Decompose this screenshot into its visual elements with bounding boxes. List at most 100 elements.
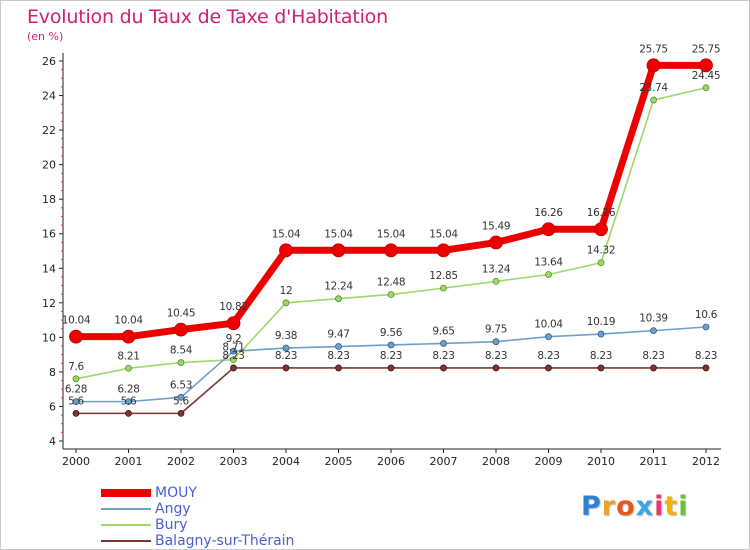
logo-letter: i bbox=[678, 491, 689, 522]
series-labels-3: 5.6 5.6 5.6 8.23 8.23 8.23 8.23 8.23 8.23 8.23 8.2… bbox=[68, 350, 717, 407]
data-label: 7.6 bbox=[68, 361, 84, 373]
data-point bbox=[440, 284, 447, 292]
data-label: 8.23 bbox=[695, 350, 717, 362]
data-label: 8.23 bbox=[432, 350, 454, 362]
data-point bbox=[72, 409, 80, 417]
data-point bbox=[440, 364, 447, 372]
data-point bbox=[492, 364, 500, 372]
x-tick-label: 2004 bbox=[272, 455, 300, 468]
x-tick-label: 2010 bbox=[587, 455, 615, 468]
data-point bbox=[331, 243, 346, 258]
legend-label: MOUY bbox=[155, 485, 197, 501]
logo-letter: x bbox=[635, 491, 655, 522]
data-point bbox=[335, 343, 342, 350]
data-label: 10.39 bbox=[639, 313, 668, 325]
logo-letter: P bbox=[581, 491, 602, 522]
data-label: 8.23 bbox=[275, 350, 297, 362]
data-point bbox=[699, 58, 713, 73]
y-tick-label: 4 bbox=[49, 435, 56, 448]
data-label: 9.47 bbox=[327, 329, 349, 341]
data-label: 12.24 bbox=[324, 281, 353, 293]
data-point bbox=[282, 344, 290, 352]
data-point bbox=[646, 58, 661, 73]
y-tick-label: 8 bbox=[49, 366, 56, 379]
data-label: 9.38 bbox=[275, 330, 297, 342]
data-point bbox=[177, 359, 185, 366]
y-tick-label: 6 bbox=[49, 400, 56, 413]
y-tick-label: 24 bbox=[42, 90, 56, 103]
data-label: 8.54 bbox=[170, 345, 193, 357]
legend-item: Angy bbox=[101, 501, 331, 517]
logo-letter: i bbox=[654, 491, 665, 522]
data-point bbox=[650, 96, 657, 104]
data-label: 5.6 bbox=[173, 395, 189, 407]
chart-title: Evolution du Taux de Taxe d'Habitation bbox=[27, 6, 388, 28]
data-point bbox=[279, 243, 293, 258]
data-point bbox=[177, 409, 185, 417]
x-tick-label: 2011 bbox=[640, 455, 668, 468]
data-label: 9.56 bbox=[380, 327, 403, 339]
data-point bbox=[125, 409, 132, 417]
data-point bbox=[121, 329, 136, 344]
data-point bbox=[436, 243, 451, 258]
data-label: 8.23 bbox=[485, 350, 507, 362]
x-tick-label: 2005 bbox=[325, 455, 353, 468]
legend-label: Bury bbox=[155, 517, 188, 533]
data-point bbox=[335, 364, 342, 372]
x-tick-label: 2008 bbox=[482, 455, 510, 468]
x-tick-label: 2002 bbox=[167, 455, 195, 468]
logo-letter: o bbox=[616, 491, 636, 522]
y-tick-label: 26 bbox=[42, 55, 56, 68]
data-label: 15.49 bbox=[482, 221, 511, 233]
legend-swatch bbox=[101, 508, 151, 510]
data-point bbox=[387, 364, 395, 372]
data-point bbox=[594, 222, 608, 237]
logo-letter: r bbox=[601, 491, 617, 522]
data-label: 10.04 bbox=[114, 315, 143, 327]
data-point bbox=[125, 398, 132, 406]
data-label: 16.26 bbox=[587, 207, 616, 219]
data-label: 15.04 bbox=[324, 228, 353, 240]
data-label: 6.53 bbox=[170, 379, 192, 391]
data-label: 13.24 bbox=[482, 263, 511, 275]
data-point bbox=[597, 330, 605, 338]
series-0 bbox=[69, 58, 713, 344]
data-point bbox=[226, 316, 241, 331]
data-point bbox=[125, 364, 132, 372]
data-point bbox=[541, 222, 556, 237]
y-tick-label: 20 bbox=[42, 159, 56, 172]
data-label: 25.75 bbox=[692, 43, 721, 55]
data-point bbox=[440, 340, 447, 347]
data-label: 8.23 bbox=[222, 350, 244, 362]
data-label: 15.04 bbox=[429, 228, 458, 240]
data-label: 6.28 bbox=[65, 384, 87, 396]
data-label: 8.23 bbox=[380, 350, 402, 362]
x-tick-label: 2000 bbox=[62, 455, 90, 468]
logo-letter: t bbox=[664, 491, 679, 522]
data-label: 15.04 bbox=[272, 228, 301, 240]
data-label: 8.71 bbox=[222, 342, 244, 354]
data-label: 5.6 bbox=[68, 395, 84, 407]
data-label: 24.45 bbox=[692, 70, 721, 82]
x-tick-label: 2006 bbox=[377, 455, 405, 468]
y-tick-label: 16 bbox=[42, 228, 56, 241]
data-label: 8.23 bbox=[537, 350, 559, 362]
chart-subtitle: (en %) bbox=[27, 30, 64, 43]
legend-item: Bury bbox=[101, 517, 331, 533]
data-point bbox=[702, 323, 710, 331]
data-label: 23.74 bbox=[639, 82, 668, 94]
y-tick-label: 14 bbox=[42, 262, 56, 275]
proxiti-logo: Proxiti bbox=[581, 491, 689, 522]
series-3 bbox=[72, 364, 710, 417]
data-label: 12.85 bbox=[429, 270, 458, 282]
x-tick-label: 2001 bbox=[115, 455, 143, 468]
data-point bbox=[387, 341, 395, 349]
data-point bbox=[387, 291, 395, 298]
y-tick-label: 22 bbox=[42, 124, 56, 137]
data-point bbox=[492, 277, 500, 285]
data-label: 16.26 bbox=[534, 207, 563, 219]
data-label: 8.21 bbox=[117, 350, 139, 362]
data-point bbox=[545, 271, 552, 278]
data-label: 10.6 bbox=[695, 309, 718, 321]
data-point bbox=[230, 364, 237, 372]
